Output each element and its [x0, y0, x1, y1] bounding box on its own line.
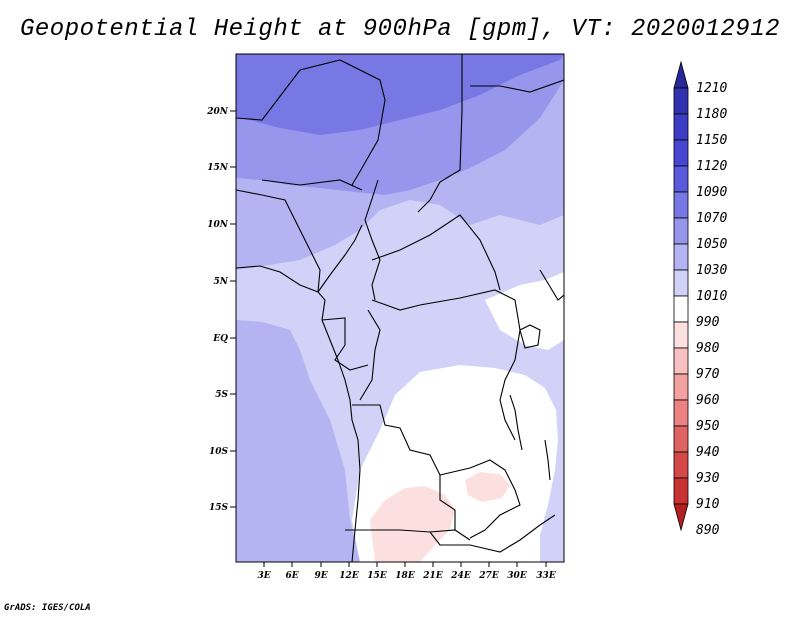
colorbar-label-1050: 1050	[696, 237, 727, 252]
lon-axis: 3E 6E 9E 12E 15E 18E 21E 24E 27E 30E 33E	[257, 562, 556, 581]
colorbar-label-1090: 1090	[696, 185, 727, 200]
lon-label-30e: 30E	[507, 571, 527, 581]
border-angola	[352, 404, 456, 530]
lon-label-18e: 18E	[395, 571, 415, 581]
colorbar-label-1210: 1210	[696, 81, 727, 96]
colorbar-label-980: 980	[696, 341, 720, 356]
colorbar-label-1030: 1030	[696, 263, 727, 278]
lon-label-27e: 27E	[478, 571, 499, 581]
colorbar-label-970: 970	[696, 367, 720, 382]
coastline-west-africa	[236, 265, 361, 562]
lon-label-33e: 33E	[536, 571, 556, 581]
colorbar-swatch-18	[673, 503, 689, 532]
border-car	[371, 214, 501, 291]
border-niger	[261, 179, 363, 191]
colorbar-label-930: 930	[696, 471, 720, 486]
colorbar-label-950: 950	[696, 419, 720, 434]
border-gabon	[321, 317, 369, 371]
footer-credit: GrADS: IGES/COLA	[4, 603, 91, 613]
colorbar-swatch-7	[673, 217, 689, 245]
region-1070	[236, 54, 564, 135]
lat-label-20n: 20N	[206, 107, 229, 117]
border-drc	[371, 289, 521, 441]
border-nigeria	[236, 189, 321, 293]
colorbar-swatch-16	[673, 451, 689, 479]
colorbar: 1210 1180 1150 1120 1090 1070 1050 1030 1010 990 9…	[673, 60, 727, 538]
lat-label-10n: 10N	[207, 220, 229, 230]
region-990-east	[485, 272, 564, 350]
colorbar-label-1150: 1150	[696, 133, 727, 148]
colorbar-swatch-11	[673, 321, 689, 349]
map-frame	[235, 53, 565, 563]
border-sahara	[236, 59, 386, 186]
colorbar-swatch-8	[673, 243, 689, 271]
border-east	[539, 269, 564, 301]
colorbar-label-990: 990	[696, 315, 720, 330]
lat-label-15n: 15N	[207, 163, 229, 173]
colorbar-swatch-13	[673, 373, 689, 401]
border-cameroon	[317, 224, 363, 293]
colorbar-swatch-14	[673, 399, 689, 427]
border-sudan	[470, 79, 564, 93]
region-980-a	[370, 486, 455, 562]
chart-title: Geopotential Height at 900hPa [gpm], VT:…	[19, 16, 781, 43]
colorbar-label-910: 910	[696, 497, 720, 512]
colorbar-swatch-9	[673, 269, 689, 297]
lon-label-21e: 21E	[422, 571, 443, 581]
border-zambia	[439, 459, 521, 539]
colorbar-label-890: 890	[696, 523, 720, 538]
colorbar-swatch-1	[673, 60, 689, 89]
colorbar-swatch-15	[673, 425, 689, 453]
colorbar-label-1070: 1070	[696, 211, 727, 226]
lon-label-9e: 9E	[314, 571, 327, 581]
lat-label-eq: EQ	[212, 334, 228, 344]
region-980-b	[465, 472, 510, 502]
region-1030-ocean	[236, 320, 340, 562]
colorbar-swatch-4	[673, 139, 689, 167]
lat-label-15s: 15S	[209, 503, 229, 513]
border-botswana	[429, 514, 556, 553]
height-field	[236, 54, 564, 562]
lon-label-12e: 12E	[339, 571, 359, 581]
colorbar-swatch-6	[673, 191, 689, 219]
border-libya-egypt	[417, 54, 463, 213]
colorbar-swatch-5	[673, 165, 689, 193]
lake-malawi	[544, 439, 551, 481]
lake-tanganyika	[509, 394, 523, 451]
boundaries	[236, 54, 564, 562]
colorbar-label-1010: 1010	[696, 289, 727, 304]
lon-label-6e: 6E	[285, 571, 298, 581]
lon-label-15e: 15E	[367, 571, 387, 581]
lat-axis: 20N 15N 10N 5N EQ 5S 10S 15S	[206, 107, 236, 513]
lon-label-24e: 24E	[450, 571, 471, 581]
border-congo	[359, 309, 381, 401]
colorbar-label-1180: 1180	[696, 107, 727, 122]
colorbar-label-940: 940	[696, 445, 720, 460]
colorbar-swatch-12	[673, 347, 689, 375]
lake-victoria	[519, 324, 541, 349]
lat-label-5s: 5S	[215, 390, 228, 400]
border-chad	[364, 179, 381, 301]
colorbar-label-1120: 1120	[696, 159, 727, 174]
colorbar-swatch-3	[673, 113, 689, 141]
colorbar-label-960: 960	[696, 393, 720, 408]
colorbar-swatch-2	[673, 87, 689, 115]
colorbar-swatch-17	[673, 477, 689, 505]
lat-label-10s: 10S	[209, 447, 229, 457]
lon-label-3e: 3E	[257, 571, 270, 581]
lat-label-5n: 5N	[214, 277, 229, 287]
colorbar-swatch-10	[673, 295, 689, 323]
